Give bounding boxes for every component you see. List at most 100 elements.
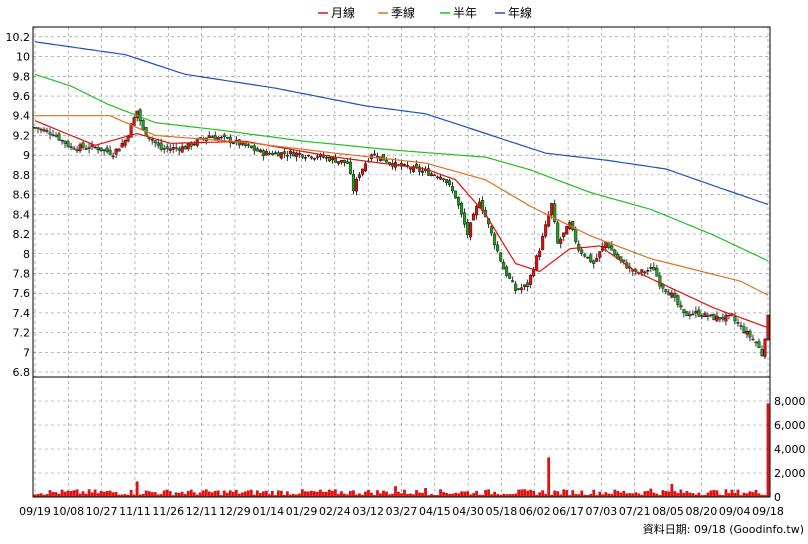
volume-bar: [568, 495, 572, 497]
volume-bar: [649, 488, 653, 497]
candle-body: [442, 178, 446, 180]
candle-body: [54, 135, 58, 137]
candle-body: [643, 271, 647, 274]
volume-frame: [32, 376, 771, 498]
volume-bar: [388, 494, 391, 497]
volume-bar: [544, 494, 548, 497]
candle-body: [676, 295, 680, 306]
candle-body: [622, 259, 626, 262]
candle-body: [409, 167, 413, 170]
volume-bar: [96, 493, 100, 497]
candle-body: [418, 166, 422, 172]
candle-body: [403, 164, 407, 166]
candle-body: [553, 203, 557, 222]
volume-bar: [81, 491, 85, 497]
candle-body: [439, 176, 443, 180]
volume-bar: [255, 490, 259, 497]
volume-bar: [577, 494, 581, 497]
volume-bar: [454, 492, 457, 497]
volume-bar: [252, 494, 256, 497]
candle-body: [733, 316, 737, 322]
volume-bar: [234, 489, 238, 497]
legend-label-ma_halfyear: 半年: [453, 6, 477, 20]
volume-bar: [379, 493, 382, 497]
volume-bar: [475, 490, 479, 497]
volume-bar: [129, 489, 133, 497]
candle-body: [433, 174, 437, 177]
volume-bar: [487, 489, 491, 497]
candle-body: [574, 228, 578, 243]
candle-body: [246, 144, 250, 146]
volume-bar: [171, 495, 175, 497]
volume-bar: [346, 494, 349, 497]
candle-body: [108, 149, 112, 155]
candle-body: [694, 310, 698, 314]
candle-body: [120, 143, 124, 148]
volume-bar: [186, 490, 190, 497]
volume-bar: [367, 489, 370, 497]
candle-body: [559, 238, 563, 244]
candle-body: [655, 267, 659, 277]
candle-body: [156, 142, 160, 146]
candle-body: [57, 133, 61, 141]
volume-bar: [571, 490, 575, 497]
volume-bar: [586, 495, 590, 497]
candle-body: [306, 154, 310, 157]
volume-bar: [78, 493, 82, 497]
candle-body: [502, 262, 506, 270]
candle-body: [718, 317, 722, 320]
volume-bar: [111, 492, 115, 497]
volume-bar: [742, 492, 746, 497]
candle-body: [336, 161, 340, 164]
candle-body: [538, 250, 542, 258]
candle-body: [60, 139, 64, 142]
volume-bar: [625, 493, 629, 497]
candle-body: [457, 197, 461, 206]
candle-body: [490, 226, 494, 234]
x-axis: 09/19 10/08 10/27 11/11 11/26 12/11 12/29 01/14…: [19, 505, 784, 518]
candle-body: [547, 214, 551, 227]
x-tick-label: 11/26: [152, 505, 184, 518]
volume-bar: [279, 490, 283, 497]
volume-bar: [114, 492, 118, 497]
volume-bar: [442, 492, 445, 497]
volume-bar: [225, 492, 229, 497]
volume-bar: [676, 493, 680, 497]
candle-body: [679, 304, 683, 308]
volume-bar: [589, 493, 593, 497]
x-tick-label: 03/12: [352, 505, 384, 518]
volume-bar: [282, 494, 286, 497]
price-tick-label: 8.6: [13, 189, 31, 202]
volume-bar: [312, 491, 316, 497]
candle-body: [327, 157, 331, 162]
candle-body: [261, 150, 265, 157]
volume-bar: [315, 491, 319, 497]
volume-bar: [472, 493, 475, 497]
volume-bar: [556, 491, 560, 497]
candle-body: [598, 251, 602, 258]
volume-bar: [415, 490, 418, 497]
volume-bar: [132, 494, 136, 497]
candle-body: [427, 168, 431, 176]
candle-body: [709, 314, 713, 316]
volume-bar: [430, 494, 433, 497]
volume-bar: [297, 493, 301, 497]
candle-body: [132, 117, 136, 127]
x-tick-label: 07/03: [586, 505, 618, 518]
candle-body: [96, 147, 100, 151]
volume-bar: [469, 494, 472, 497]
volume-bar: [210, 492, 214, 497]
volume-bar: [514, 493, 518, 497]
volume-bar: [613, 489, 617, 497]
candle-body: [493, 233, 497, 246]
volume-bar: [763, 494, 767, 497]
candle-body: [760, 349, 764, 356]
volume-bar: [39, 493, 43, 497]
candle-body: [757, 341, 761, 349]
candle-body: [384, 159, 388, 163]
volume-bar: [237, 493, 241, 497]
candle-body: [87, 147, 91, 149]
volume-bar: [682, 492, 686, 497]
